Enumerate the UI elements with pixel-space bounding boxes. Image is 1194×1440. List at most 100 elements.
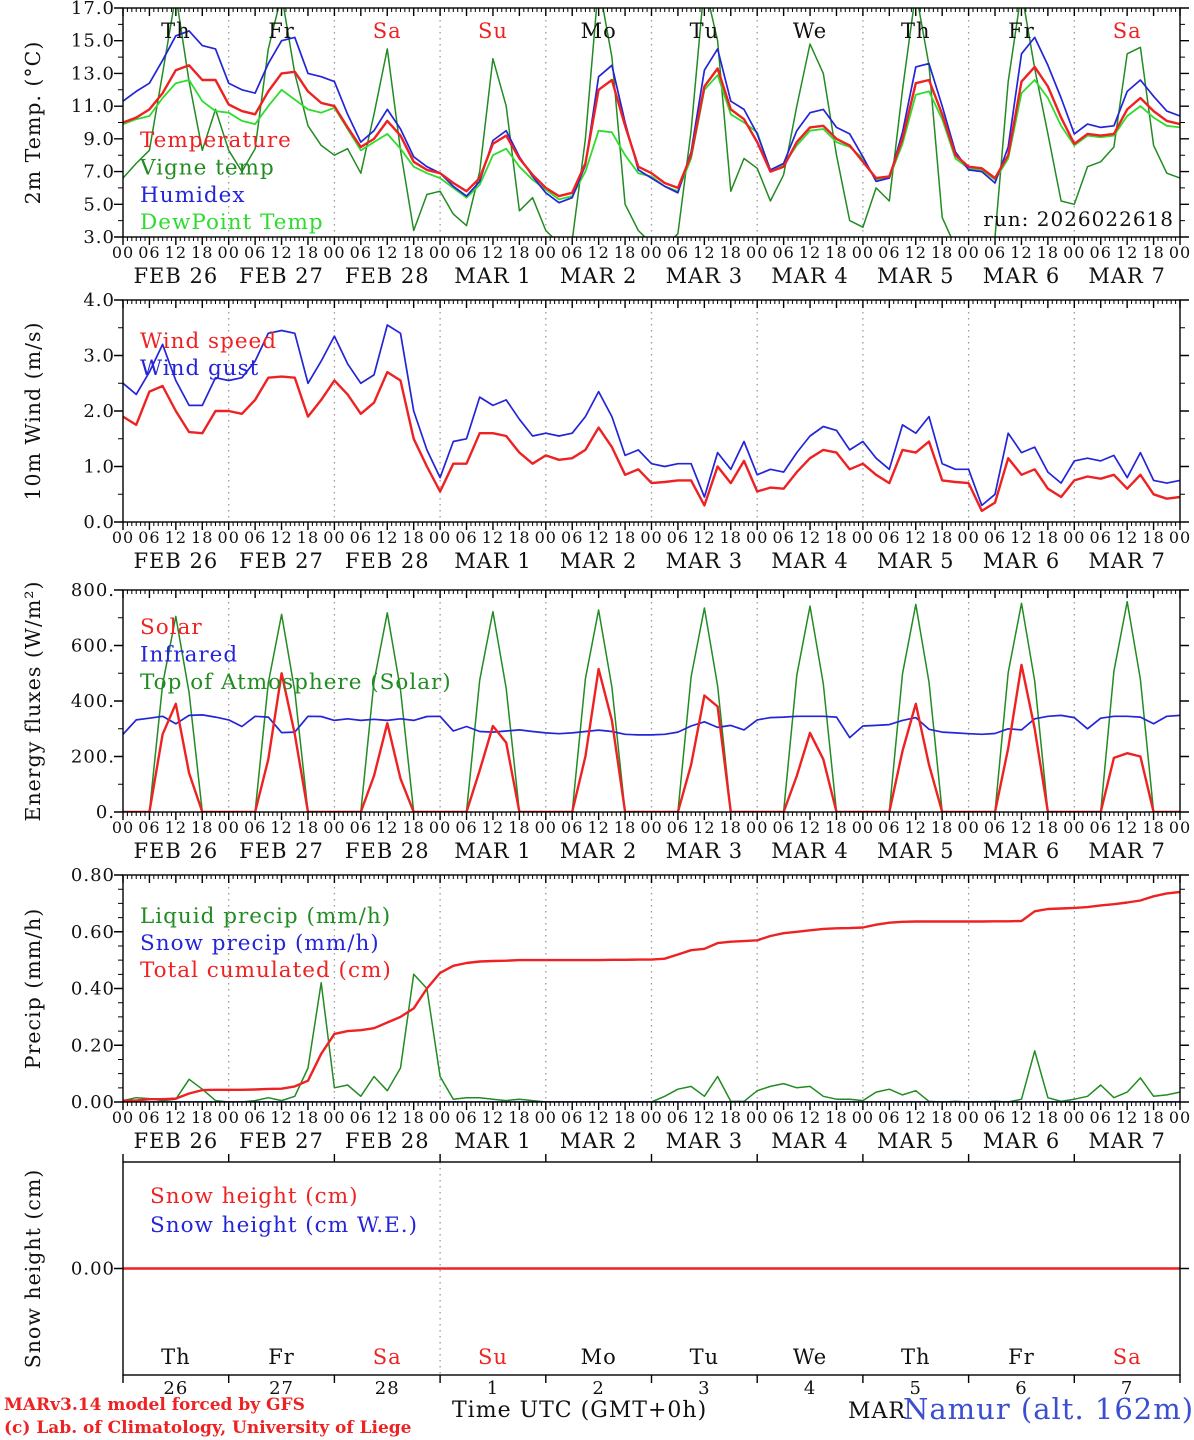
hour-tick-label: 00 [957, 528, 979, 547]
hour-tick-label: 06 [772, 528, 794, 547]
run-label: run: 2026022618 [983, 207, 1174, 231]
date-label: MAR 6 [983, 1129, 1061, 1153]
hour-tick-label: 12 [587, 1108, 609, 1127]
y-major-ticks [114, 589, 1189, 813]
hour-tick-label: 06 [138, 528, 160, 547]
date-label: FEB 28 [345, 1129, 430, 1153]
hour-tick-label: 06 [455, 528, 477, 547]
y-tick-label: 0.00 [71, 1259, 115, 1280]
series-infrared [123, 714, 1180, 739]
hour-tick-label: 18 [614, 1108, 636, 1127]
hour-tick-label: 06 [984, 1108, 1006, 1127]
hour-tick-label: 06 [1090, 528, 1112, 547]
y-tick-label: 7.0 [83, 162, 115, 183]
y-tick-label: 13.0 [71, 63, 115, 84]
y-tick-label: 400. [71, 691, 115, 712]
hour-tick-label: 00 [957, 1108, 979, 1127]
hour-tick-label: 00 [218, 1108, 240, 1127]
hour-tick-label: 18 [825, 818, 847, 837]
month-label: MAR [848, 1399, 906, 1424]
hour-tick-label: 06 [138, 243, 160, 262]
hour-tick-label: 18 [1142, 243, 1164, 262]
date-label: MAR 6 [983, 549, 1061, 573]
hour-tick-label: 18 [825, 243, 847, 262]
date-number-label: 28 [375, 1378, 400, 1399]
hour-tick-label: 06 [244, 243, 266, 262]
legend-blue: Infrared [140, 643, 238, 668]
hour-tick-label: 06 [455, 818, 477, 837]
hour-tick-label: 06 [138, 1108, 160, 1127]
y-tick-label: 0.00 [71, 1092, 115, 1113]
hour-tick-label: 06 [878, 1108, 900, 1127]
date-label: FEB 28 [345, 549, 430, 573]
hour-tick-label: 00 [957, 818, 979, 837]
hour-tick-label: 18 [191, 528, 213, 547]
weekday-label: Mo [581, 1345, 617, 1369]
hour-tick-label: 18 [931, 818, 953, 837]
date-label: FEB 26 [133, 264, 218, 288]
hour-tick-label: 18 [1037, 528, 1059, 547]
y-major-ticks [114, 7, 1189, 238]
x-major-ticks [122, 875, 1181, 1110]
hour-tick-label: 12 [693, 528, 715, 547]
date-label: MAR 7 [1088, 1129, 1166, 1153]
hour-tick-label: 06 [244, 528, 266, 547]
series-humidex [123, 30, 1180, 204]
hour-tick-label: 06 [1090, 818, 1112, 837]
date-label: MAR 3 [666, 839, 744, 863]
hour-tick-label: 06 [350, 818, 372, 837]
hour-tick-label: 00 [746, 243, 768, 262]
series-solar [123, 663, 1180, 812]
hour-tick-label: 00 [535, 1108, 557, 1127]
y-minor-ticks [118, 23, 1185, 222]
hour-tick-label: 18 [402, 818, 424, 837]
hour-tick-label: 00 [429, 1108, 451, 1127]
y-axis-title: Precip (mm/h) [21, 908, 45, 1069]
hour-tick-label: 06 [984, 528, 1006, 547]
date-label: FEB 28 [345, 264, 430, 288]
y-minor-ticks [118, 888, 1185, 1089]
hour-tick-label: 06 [984, 818, 1006, 837]
date-label: MAR 7 [1088, 549, 1166, 573]
date-label: FEB 26 [133, 839, 218, 863]
series-temperature [123, 64, 1180, 198]
hour-tick-label: 00 [957, 243, 979, 262]
panel-frame [122, 299, 1181, 523]
hour-tick-label: 00 [640, 818, 662, 837]
hour-tick-label: 12 [1116, 243, 1138, 262]
date-label: FEB 27 [239, 1129, 324, 1153]
y-axis-title: 2m Temp. (°C) [21, 41, 45, 205]
y-axis-title: Energy fluxes (W/m²) [21, 580, 45, 821]
hour-tick-label: 00 [218, 528, 240, 547]
date-label: MAR 1 [454, 264, 532, 288]
weekday-label: Th [901, 1345, 931, 1369]
date-label: MAR 5 [877, 839, 955, 863]
hour-tick-label: 06 [667, 243, 689, 262]
date-label: MAR 2 [560, 264, 638, 288]
date-label: MAR 1 [454, 839, 532, 863]
x-minor-ticks [126, 590, 1177, 816]
date-number-label: 1 [487, 1378, 499, 1399]
hour-tick-label: 12 [799, 818, 821, 837]
date-label: MAR 1 [454, 549, 532, 573]
date-label: MAR 4 [771, 264, 849, 288]
series-wind-gust [123, 324, 1180, 507]
weekday-label: Mo [581, 19, 617, 43]
hour-tick-label: 06 [667, 818, 689, 837]
hour-tick-label: 18 [720, 243, 742, 262]
hour-tick-label: 06 [244, 818, 266, 837]
y-tick-label: 800. [71, 580, 115, 601]
hour-tick-label: 18 [720, 1108, 742, 1127]
y-tick-label: 600. [71, 636, 115, 657]
x-major-ticks [122, 8, 1181, 245]
hour-tick-label: 00 [218, 243, 240, 262]
hour-tick-label: 18 [1142, 528, 1164, 547]
hour-tick-label: 00 [112, 528, 134, 547]
y-tick-label: 5.0 [83, 194, 115, 215]
y-tick-label: 4.0 [83, 290, 115, 311]
date-label: MAR 2 [560, 839, 638, 863]
legend-green_light: DewPoint Temp [140, 210, 324, 235]
weekday-label: Tu [690, 1345, 720, 1369]
